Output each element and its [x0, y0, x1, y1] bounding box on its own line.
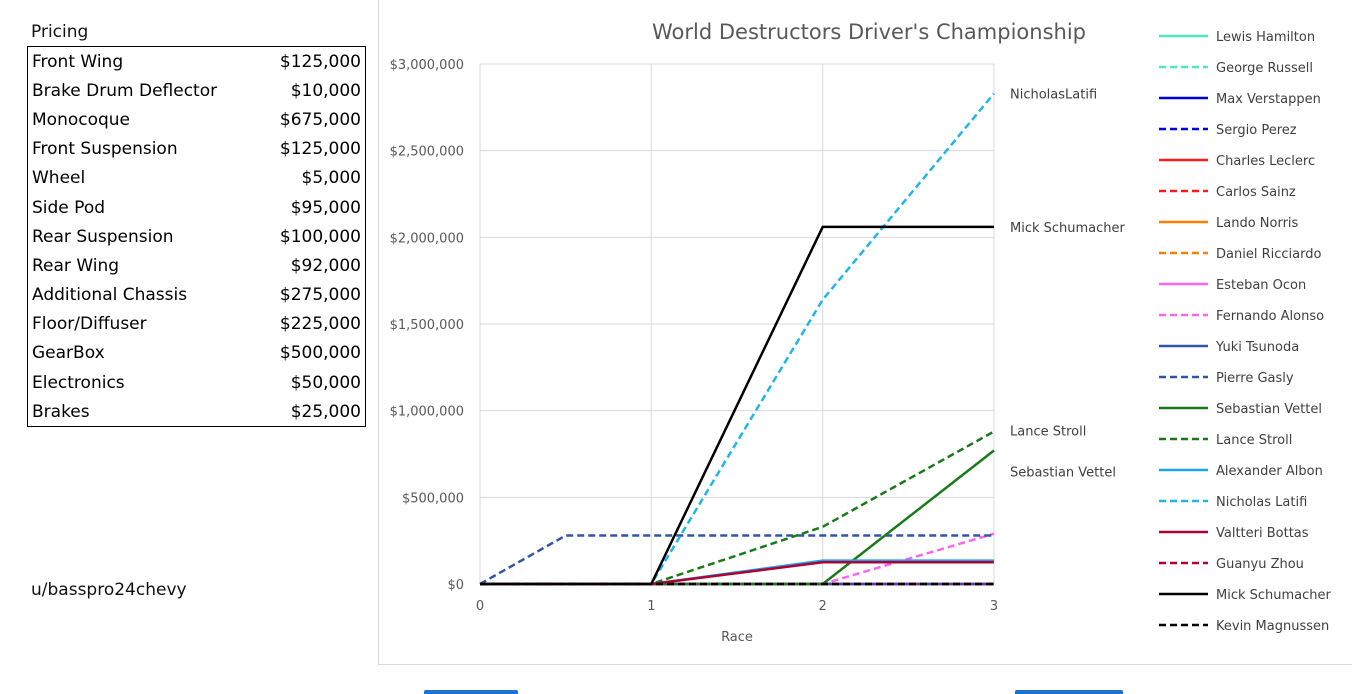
line-chart: World Destructors Driver's Championship $…	[390, 20, 1332, 645]
pricing-row: Front Wing $125,000	[28, 47, 366, 77]
series-line	[480, 225, 994, 586]
legend-label: Daniel Ricciardo	[1216, 247, 1321, 262]
series-annotation: NicholasLatifi	[1010, 87, 1097, 102]
part-price: $275,000	[279, 285, 361, 306]
x-tick-label: 2	[819, 599, 827, 614]
x-tick-label: 1	[647, 599, 655, 614]
series-annotation: Sebastian Vettel	[1010, 466, 1116, 481]
part-price: $675,000	[279, 109, 361, 130]
part-name: Electronics	[32, 372, 125, 393]
pricing-title: Pricing	[31, 22, 89, 42]
legend-label: Kevin Magnussen	[1216, 619, 1329, 634]
part-price: $5,000	[301, 168, 361, 189]
pricing-table: Front Wing $125,000 Brake Drum Deflector $1…	[27, 46, 366, 428]
legend-label: Max Verstappen	[1216, 92, 1321, 107]
part-price: $100,000	[279, 226, 361, 247]
part-name: Rear Wing	[32, 255, 120, 276]
series-line	[480, 449, 995, 586]
part-price: $225,000	[279, 314, 361, 335]
legend-label: George Russell	[1216, 61, 1313, 76]
x-axis-label: Race	[721, 630, 753, 645]
legend-label: Lando Norris	[1216, 216, 1299, 231]
part-name: Rear Suspension	[32, 226, 174, 247]
y-tick-label: $500,000	[402, 491, 464, 506]
part-name: Side Pod	[32, 197, 106, 218]
legend-label: Nicholas Latifi	[1216, 495, 1307, 510]
legend-label: Charles Leclerc	[1216, 154, 1315, 169]
pricing-row: Electronics $50,000	[28, 368, 366, 397]
series-annotation: Lance Stroll	[1010, 424, 1086, 439]
y-tick-label: $3,000,000	[390, 58, 464, 73]
legend-label: Alexander Albon	[1216, 464, 1323, 479]
pricing-row: Brakes $25,000	[28, 397, 366, 427]
legend-label: Lewis Hamilton	[1216, 30, 1315, 45]
y-tick-label: $0	[447, 578, 464, 593]
legend-label: Mick Schumacher	[1216, 588, 1332, 603]
blue-button-right[interactable]	[1015, 690, 1123, 694]
legend-label: Esteban Ocon	[1216, 278, 1306, 293]
y-tick-label: $2,000,000	[390, 231, 464, 246]
y-tick-label: $1,500,000	[390, 318, 464, 333]
pricing-row: Front Suspension $125,000	[28, 135, 366, 164]
series-line	[480, 561, 994, 586]
pricing-row: Side Pod $95,000	[28, 193, 366, 222]
x-tick-label: 3	[990, 599, 998, 614]
legend-label: Lance Stroll	[1216, 433, 1292, 448]
blue-button-left[interactable]	[424, 690, 518, 694]
legend-label: Fernando Alonso	[1216, 309, 1324, 324]
part-price: $500,000	[279, 343, 361, 364]
pricing-row: GearBox $500,000	[28, 339, 366, 368]
part-name: Brakes	[32, 401, 90, 422]
y-tick-label: $1,000,000	[390, 405, 464, 420]
part-name: Additional Chassis	[32, 285, 188, 306]
legend-label: Yuki Tsunoda	[1215, 340, 1299, 355]
series-line	[479, 534, 994, 586]
part-name: Front Wing	[32, 51, 124, 72]
legend-label: Guanyu Zhou	[1216, 557, 1304, 572]
part-price: $25,000	[290, 401, 361, 422]
part-name: Brake Drum Deflector	[32, 80, 218, 101]
y-tick-label: $2,500,000	[390, 145, 464, 160]
legend-label: Sebastian Vettel	[1216, 402, 1322, 417]
part-name: Floor/Diffuser	[32, 314, 147, 335]
pricing-row: Brake Drum Deflector $10,000	[28, 76, 366, 105]
pricing-row: Wheel $5,000	[28, 164, 366, 193]
x-tick-label: 0	[476, 599, 484, 614]
chart-container[interactable]: World Destructors Driver's Championship $…	[378, 0, 1352, 665]
legend-label: Pierre Gasly	[1216, 371, 1294, 386]
part-price: $125,000	[279, 51, 361, 72]
series-annotation: Mick Schumacher	[1010, 221, 1126, 236]
part-price: $95,000	[290, 197, 361, 218]
legend-label: Carlos Sainz	[1216, 185, 1296, 200]
part-price: $92,000	[290, 255, 361, 276]
legend-label: Sergio Perez	[1216, 123, 1297, 138]
part-price: $10,000	[290, 80, 361, 101]
pricing-row: Floor/Diffuser $225,000	[28, 310, 366, 339]
part-name: GearBox	[32, 343, 105, 364]
pricing-row: Monocoque $675,000	[28, 105, 366, 134]
pricing-row: Additional Chassis $275,000	[28, 281, 366, 310]
part-price: $125,000	[279, 139, 361, 160]
part-name: Front Suspension	[32, 139, 178, 160]
part-price: $50,000	[290, 372, 361, 393]
pricing-row: Rear Suspension $100,000	[28, 222, 366, 251]
credit-text: u/basspro24chevy	[31, 580, 187, 600]
chart-title: World Destructors Driver's Championship	[652, 20, 1086, 44]
pricing-row: Rear Wing $92,000	[28, 251, 366, 280]
part-name: Wheel	[32, 168, 86, 189]
legend-label: Valtteri Bottas	[1216, 526, 1309, 541]
part-name: Monocoque	[32, 109, 131, 130]
